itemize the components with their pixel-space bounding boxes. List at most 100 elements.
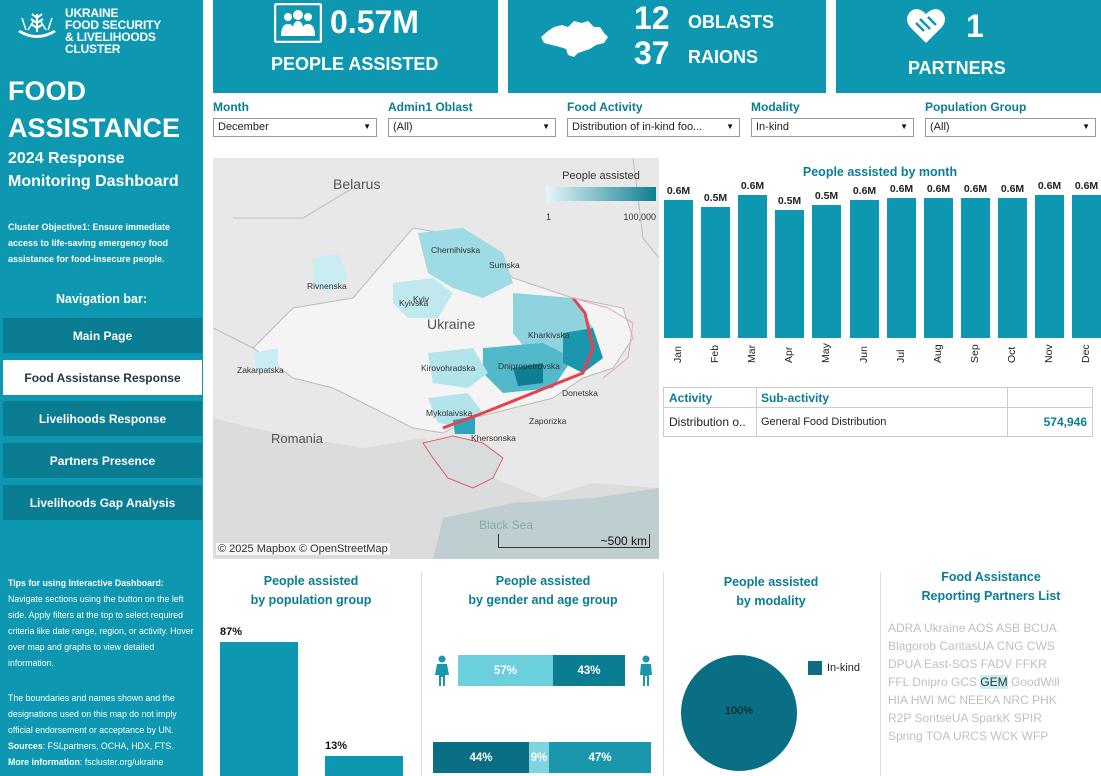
- month-value-label: 0.6M: [740, 180, 765, 192]
- table-cell-value[interactable]: 574,946: [1043, 415, 1087, 429]
- nav-food-assistance[interactable]: Food Assistanse Response: [3, 360, 202, 395]
- partner-name[interactable]: ADRA Ukraine: [888, 621, 966, 635]
- month-axis-label: Feb: [709, 344, 721, 363]
- table-cell-subactivity[interactable]: General Food Distribution: [761, 416, 887, 428]
- partner-name[interactable]: ASB: [996, 621, 1021, 635]
- more-info-link[interactable]: : fscluster.org/ukraine: [79, 757, 164, 767]
- month-bar[interactable]: [887, 198, 916, 338]
- filter-modality-select[interactable]: In-kind: [751, 118, 914, 137]
- nav-main-page[interactable]: Main Page: [3, 318, 202, 353]
- month-bar[interactable]: [1072, 195, 1101, 338]
- popgroup-bar-chart[interactable]: 87% 13%: [213, 620, 413, 776]
- nav-livelihoods-response[interactable]: Livelihoods Response: [3, 401, 202, 436]
- month-bar[interactable]: [1035, 195, 1064, 338]
- partner-name[interactable]: GoodWill: [1010, 675, 1060, 689]
- month-bar[interactable]: [924, 198, 953, 338]
- partner-name[interactable]: FFKR: [1015, 657, 1047, 671]
- partner-name[interactable]: Blagorob: [888, 639, 937, 653]
- male-icon: [640, 655, 652, 686]
- partner-name[interactable]: MC: [937, 693, 957, 707]
- map-label-region: Khersonska: [471, 433, 516, 443]
- stacked-segment[interactable]: 57%: [458, 655, 553, 686]
- activity-table: Activity Sub-activity Distribution o.. G…: [663, 387, 1093, 437]
- partner-name[interactable]: CaritasUA: [939, 639, 994, 653]
- popgroup-value-label: 13%: [325, 740, 348, 752]
- handshake-heart-icon: [907, 8, 945, 43]
- popgroup-bar[interactable]: [325, 756, 403, 776]
- month-bar[interactable]: [701, 207, 730, 338]
- partner-name[interactable]: NEEKA: [959, 693, 1000, 707]
- month-bar[interactable]: [850, 200, 879, 338]
- partner-name[interactable]: GEM: [980, 675, 1008, 689]
- month-bar[interactable]: [812, 205, 841, 338]
- partner-name[interactable]: BCUA: [1023, 621, 1057, 635]
- gender-age-title-line-2: by gender and age group: [468, 593, 618, 607]
- filter-oblast-select[interactable]: (All): [388, 118, 556, 137]
- map-label-region: Kharkivska: [528, 330, 570, 340]
- partner-name[interactable]: CNG: [996, 639, 1024, 653]
- stacked-segment[interactable]: 43%: [553, 655, 625, 686]
- filter-popgroup-select[interactable]: (All): [925, 118, 1096, 137]
- stacked-segment[interactable]: 44%: [433, 742, 529, 773]
- age-bar[interactable]: 44% 9% 47%: [433, 742, 651, 773]
- partner-name[interactable]: FADV: [980, 657, 1013, 671]
- modality-pie-chart[interactable]: [679, 653, 799, 773]
- more-info-label: More information: [8, 757, 80, 767]
- partners-row: Spring TOA URCS WCK WFP: [888, 727, 1098, 745]
- partner-name[interactable]: URCS: [952, 729, 987, 743]
- sidebar: UKRAINE FOOD SECURITY & LIVELIHOODS CLUS…: [0, 0, 203, 776]
- partner-name[interactable]: SontseUA: [914, 711, 968, 725]
- month-bar[interactable]: [998, 198, 1027, 338]
- partner-name[interactable]: WFP: [1021, 729, 1049, 743]
- partners-row: FFL Dnipro GCS GEM GoodWill: [888, 673, 1098, 691]
- partner-name[interactable]: GCS: [950, 675, 977, 689]
- partner-name[interactable]: NRC: [1002, 693, 1029, 707]
- partner-name[interactable]: WCK: [990, 729, 1019, 743]
- partner-name[interactable]: East-SOS: [924, 657, 978, 671]
- partner-name[interactable]: SPIR: [1013, 711, 1042, 725]
- nav-livelihoods-gap[interactable]: Livelihoods Gap Analysis: [3, 485, 202, 520]
- filter-activity-select[interactable]: Distribution of in-kind foo...: [567, 118, 740, 137]
- page-subtitle-line-2: Monitoring Dashboard: [8, 173, 179, 190]
- partner-name[interactable]: R2P: [888, 711, 912, 725]
- modality-title-line-1: People assisted: [723, 575, 819, 589]
- filter-popgroup-label: Population Group: [925, 100, 1027, 114]
- month-axis-label: Apr: [783, 346, 795, 363]
- month-bar[interactable]: [664, 200, 693, 338]
- month-axis-label: Oct: [1006, 346, 1018, 363]
- partner-name[interactable]: HWI: [910, 693, 935, 707]
- logo-line-2: FOOD SECURITY: [65, 18, 162, 32]
- partner-name[interactable]: FFL Dnipro: [888, 675, 948, 689]
- monthly-bar-chart[interactable]: 0.6M Jan 0.5M Feb 0.6M Mar 0.5M Apr 0.5M May 0.6M J…: [663, 180, 1101, 380]
- partner-name[interactable]: CWS: [1026, 639, 1055, 653]
- partner-name[interactable]: AOS: [968, 621, 994, 635]
- stacked-segment[interactable]: 47%: [549, 742, 651, 773]
- partner-name[interactable]: Spring: [888, 729, 923, 743]
- map-attribution[interactable]: © 2025 Mapbox © OpenStreetMap: [216, 543, 390, 555]
- nav-title: Navigation bar:: [56, 292, 147, 306]
- partner-name[interactable]: SparkK: [971, 711, 1011, 725]
- partner-name[interactable]: PHK: [1032, 693, 1057, 707]
- popgroup-bar[interactable]: [220, 642, 298, 776]
- table-cell-activity[interactable]: Distribution o..: [669, 415, 746, 429]
- filter-month-select[interactable]: December: [213, 118, 377, 137]
- female-icon: [435, 655, 449, 686]
- month-bar[interactable]: [775, 210, 804, 338]
- sources-text: : FSLpartners, OCHA, HDX, FTS.: [42, 741, 174, 751]
- logo-line-3: & LIVELIHOODS CLUSTER: [65, 30, 156, 56]
- partner-name[interactable]: DPUA: [888, 657, 921, 671]
- partner-name[interactable]: TOA: [925, 729, 950, 743]
- filter-oblast-label: Admin1 Oblast: [388, 100, 473, 114]
- nav-partners-presence[interactable]: Partners Presence: [3, 443, 202, 478]
- gender-bar[interactable]: 57% 43%: [458, 655, 625, 686]
- month-value-label: 0.6M: [666, 185, 691, 197]
- map-label-region: Dnipropetrovska: [498, 361, 560, 371]
- month-bar[interactable]: [961, 198, 990, 338]
- partner-name[interactable]: HIA: [888, 693, 908, 707]
- kpi-people-label: PEOPLE ASSISTED: [271, 54, 439, 74]
- month-bar[interactable]: [738, 195, 767, 338]
- disclaimer: The boundaries and names shown and the d…: [8, 693, 177, 735]
- stacked-segment[interactable]: 9%: [529, 742, 549, 773]
- choropleth-map[interactable]: Belarus Ukraine Romania Black Sea Cherni…: [213, 158, 659, 559]
- people-group-icon: [274, 3, 322, 43]
